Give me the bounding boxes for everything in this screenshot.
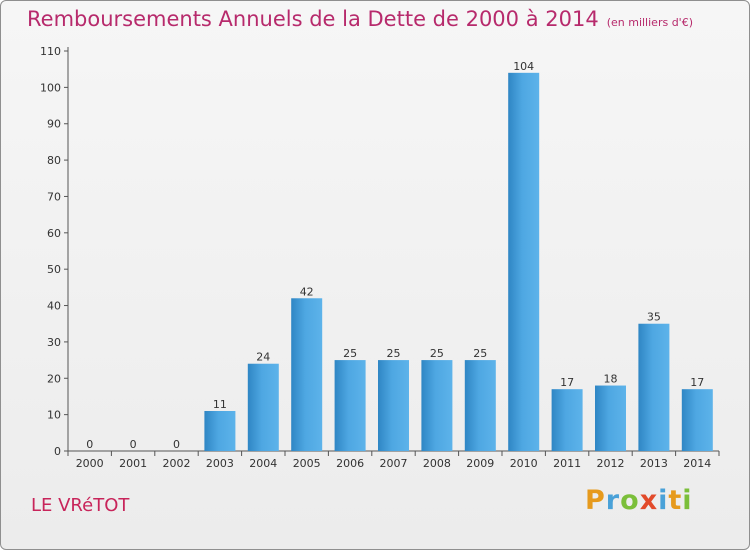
bar	[247, 363, 279, 451]
x-tick-label: 2001	[119, 457, 147, 470]
bar-value-label: 25	[387, 347, 401, 360]
chart-title: Remboursements Annuels de la Dette de 20…	[27, 7, 693, 31]
logo-letter: x	[639, 485, 659, 516]
x-tick-label: 2013	[640, 457, 668, 470]
logo-letter: o	[620, 485, 640, 516]
data-labels: 0 0 0 11 24 42 25 25 25 25 104 17 18 35 17	[86, 60, 704, 451]
bar-value-label: 0	[173, 438, 180, 451]
y-tick-label: 60	[47, 227, 61, 240]
y-tick-label: 30	[47, 336, 61, 349]
bar	[508, 72, 540, 452]
bar-value-label: 17	[560, 376, 574, 389]
x-tick-label: 2002	[163, 457, 191, 470]
bar-value-label: 25	[343, 347, 357, 360]
bar	[638, 323, 670, 451]
x-tick-label: 2008	[423, 457, 451, 470]
y-tick-label: 0	[54, 445, 61, 458]
bar-value-label: 42	[300, 285, 314, 298]
logo-letter: i	[682, 485, 693, 516]
chart-title-text: Remboursements Annuels de la Dette de 20…	[27, 7, 599, 31]
x-tick-label: 2009	[466, 457, 494, 470]
x-tick-label: 2000	[76, 457, 104, 470]
commune-name: LE VRéTOT	[31, 495, 130, 516]
logo-letter: t	[668, 485, 683, 516]
logo-letter: i	[658, 485, 669, 516]
y-tick-label: 80	[47, 154, 61, 167]
bar-value-label: 0	[130, 438, 137, 451]
x-tick-label: 2006	[336, 457, 364, 470]
bar	[378, 360, 409, 451]
x-tick-label: 2007	[380, 457, 408, 470]
proxiti-logo: Proxiti	[585, 485, 693, 516]
bar-value-label: 24	[256, 351, 270, 364]
logo-letter: r	[605, 485, 621, 516]
x-tick-label: 2005	[293, 457, 321, 470]
bar	[204, 411, 236, 451]
x-tick-label: 2004	[249, 457, 277, 470]
bar-value-label: 25	[473, 347, 487, 360]
bars	[204, 72, 713, 452]
y-tick-label: 20	[47, 372, 61, 385]
y-tick-label: 40	[47, 300, 61, 313]
x-tick-label: 2014	[683, 457, 711, 470]
y-tick-label: 10	[47, 409, 61, 422]
y-tick-label: 50	[47, 263, 61, 276]
bar	[421, 360, 453, 451]
y-tick-label: 70	[47, 190, 61, 203]
bar-value-label: 35	[647, 311, 661, 324]
x-tick-label: 2012	[597, 457, 625, 470]
x-tick-label: 2011	[553, 457, 581, 470]
logo-letter: P	[585, 485, 606, 516]
x-tick-label: 2003	[206, 457, 234, 470]
bar	[551, 389, 583, 451]
y-tick-label: 110	[40, 45, 61, 58]
bar-value-label: 104	[513, 60, 534, 73]
bar-value-label: 25	[430, 347, 444, 360]
bar	[291, 298, 323, 451]
y-tick-label: 90	[47, 118, 61, 131]
bar	[334, 360, 366, 451]
bar-value-label: 18	[604, 373, 618, 386]
bar-value-label: 0	[86, 438, 93, 451]
bar-value-label: 11	[213, 398, 227, 411]
bar	[464, 360, 496, 451]
chart-subtitle: (en milliers d'€)	[606, 16, 693, 29]
y-tick-label: 100	[40, 81, 61, 94]
bar	[595, 385, 626, 451]
bar	[681, 389, 713, 451]
bar-value-label: 17	[690, 376, 704, 389]
x-tick-label: 2010	[510, 457, 538, 470]
